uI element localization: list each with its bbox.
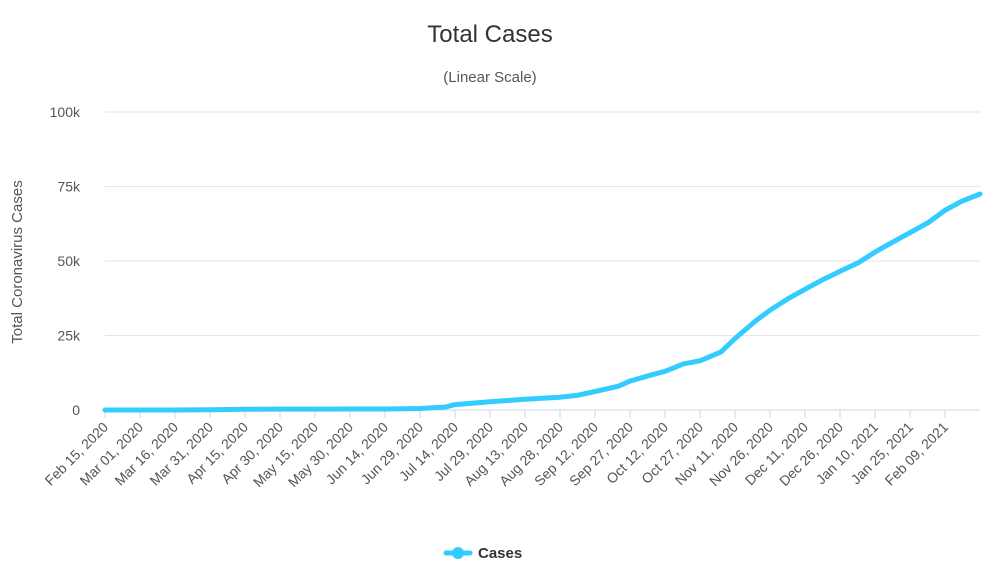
legend[interactable]: Cases (443, 545, 522, 562)
y-tick-label: 50k (57, 253, 81, 269)
series-line-cases[interactable] (102, 191, 983, 413)
y-tick-label: 25k (57, 328, 81, 344)
chart-title: Total Cases (427, 21, 552, 48)
series-group (102, 191, 983, 413)
chart-subtitle: (Linear Scale) (443, 69, 536, 86)
legend-marker (452, 547, 464, 559)
y-axis-ticks: 0 25k 50k 75k 100k (50, 104, 81, 418)
y-tick-label: 75k (57, 179, 81, 195)
gridlines (105, 111, 980, 336)
y-tick-label: 100k (50, 104, 81, 120)
y-tick-label: 0 (72, 402, 80, 418)
legend-label-cases: Cases (478, 545, 522, 562)
y-axis-label: Total Coronavirus Cases (9, 180, 26, 343)
